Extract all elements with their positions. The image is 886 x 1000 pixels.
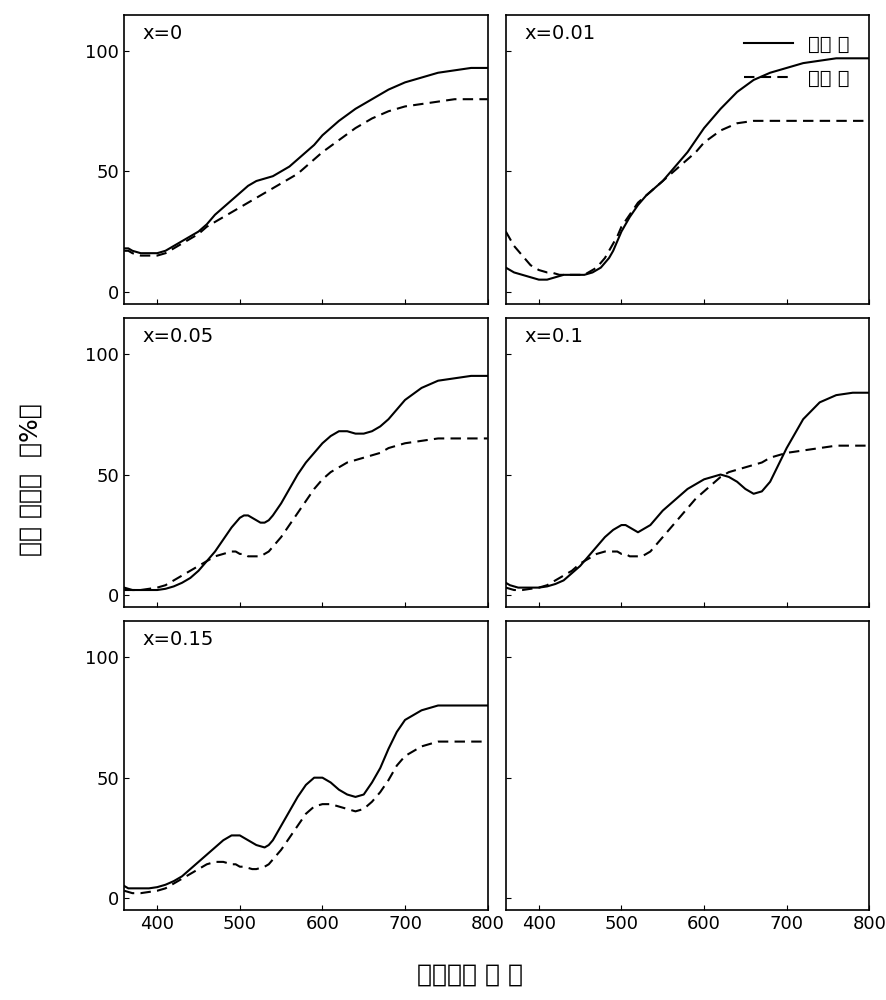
Text: 波长（纳 米 ）: 波长（纳 米 ）	[416, 963, 523, 987]
Text: x=0.05: x=0.05	[142, 327, 214, 346]
Text: x=0.1: x=0.1	[524, 327, 582, 346]
Text: x=0.01: x=0.01	[524, 24, 595, 43]
Text: 相对 反射率  （%）: 相对 反射率 （%）	[19, 404, 43, 556]
Text: x=0.15: x=0.15	[142, 630, 214, 649]
Legend: 辐照 前, 辐照 后: 辐照 前, 辐照 后	[734, 25, 859, 98]
Text: x=0: x=0	[142, 24, 183, 43]
